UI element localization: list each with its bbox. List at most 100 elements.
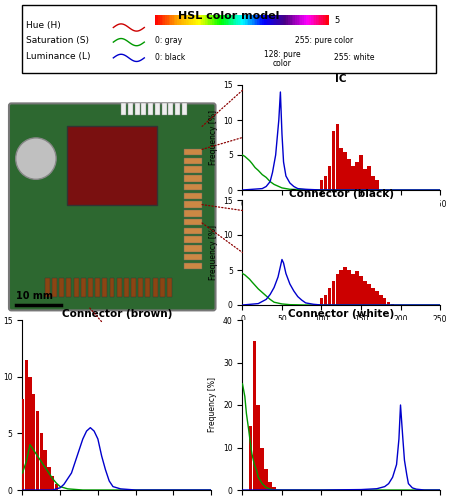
Bar <box>184 158 202 164</box>
Bar <box>274 15 277 25</box>
Bar <box>297 15 299 25</box>
Bar <box>254 15 256 25</box>
Bar <box>268 15 270 25</box>
Bar <box>212 15 215 25</box>
Bar <box>311 15 313 25</box>
Bar <box>55 484 58 490</box>
Bar <box>74 278 79 296</box>
Bar <box>184 245 202 252</box>
Bar <box>355 162 359 190</box>
Title: IC: IC <box>335 74 347 84</box>
Bar <box>216 15 218 25</box>
Bar <box>294 15 296 25</box>
Bar <box>45 278 50 296</box>
Bar <box>260 448 264 490</box>
Bar <box>299 15 301 25</box>
Bar <box>324 294 327 305</box>
Bar <box>343 266 347 305</box>
Bar <box>314 15 317 25</box>
Bar <box>162 104 167 115</box>
Bar <box>110 278 114 296</box>
Circle shape <box>16 138 56 179</box>
Bar <box>95 278 100 296</box>
Bar <box>243 15 246 25</box>
Bar <box>117 278 122 296</box>
Bar <box>207 15 209 25</box>
Bar <box>145 278 150 296</box>
Text: 0: black: 0: black <box>154 52 185 62</box>
Bar <box>184 202 202 208</box>
Bar <box>168 15 171 25</box>
Bar <box>300 15 303 25</box>
Bar <box>290 15 292 25</box>
Bar <box>351 274 355 305</box>
Bar <box>363 280 367 305</box>
Bar <box>236 15 239 25</box>
Bar <box>208 15 211 25</box>
Bar <box>184 262 202 269</box>
Bar <box>167 15 169 25</box>
Bar <box>184 228 202 234</box>
Bar <box>367 284 371 305</box>
Bar <box>174 15 176 25</box>
Bar <box>331 130 335 190</box>
Bar <box>176 15 178 25</box>
Bar <box>191 15 194 25</box>
Bar <box>179 15 181 25</box>
Bar <box>325 15 327 25</box>
Bar <box>224 15 227 25</box>
Bar <box>262 15 265 25</box>
Bar <box>238 15 241 25</box>
Bar <box>371 288 374 305</box>
Title: Connector (white): Connector (white) <box>288 309 394 319</box>
Bar <box>184 175 202 182</box>
Bar <box>247 15 249 25</box>
Text: 10 mm: 10 mm <box>16 291 53 301</box>
Text: 128: pure: 128: pure <box>264 50 301 59</box>
Bar <box>67 126 157 204</box>
Bar <box>155 104 160 115</box>
FancyBboxPatch shape <box>22 5 436 72</box>
Bar <box>52 278 57 296</box>
Bar <box>36 410 39 490</box>
Bar <box>128 104 133 115</box>
Bar <box>184 15 187 25</box>
Bar <box>81 278 86 296</box>
Bar <box>186 15 189 25</box>
Bar <box>153 278 158 296</box>
Bar <box>189 15 192 25</box>
Bar <box>228 15 230 25</box>
Bar <box>348 270 351 305</box>
Bar <box>375 180 379 190</box>
Bar <box>280 15 282 25</box>
Bar <box>202 15 204 25</box>
Title: Connector (black): Connector (black) <box>289 189 394 199</box>
Bar <box>339 270 343 305</box>
Bar <box>162 15 164 25</box>
Bar <box>194 15 197 25</box>
Bar <box>260 15 263 25</box>
Bar <box>313 15 315 25</box>
Bar <box>252 15 254 25</box>
Bar <box>304 15 306 25</box>
Bar <box>59 278 64 296</box>
Text: Saturation (S): Saturation (S) <box>26 36 89 45</box>
Bar <box>184 254 202 260</box>
Bar <box>47 468 51 490</box>
Bar <box>269 15 272 25</box>
Bar <box>25 360 28 490</box>
Bar <box>252 341 256 490</box>
Text: 255: white: 255: white <box>335 52 375 62</box>
Bar <box>355 272 359 305</box>
Bar <box>51 476 54 490</box>
Bar <box>326 15 329 25</box>
Bar <box>188 15 190 25</box>
Bar <box>214 15 216 25</box>
Bar <box>168 104 173 115</box>
Bar <box>131 278 136 296</box>
Bar <box>309 15 312 25</box>
Bar <box>273 15 275 25</box>
Bar <box>318 15 320 25</box>
Bar <box>219 15 221 25</box>
FancyBboxPatch shape <box>9 104 216 310</box>
